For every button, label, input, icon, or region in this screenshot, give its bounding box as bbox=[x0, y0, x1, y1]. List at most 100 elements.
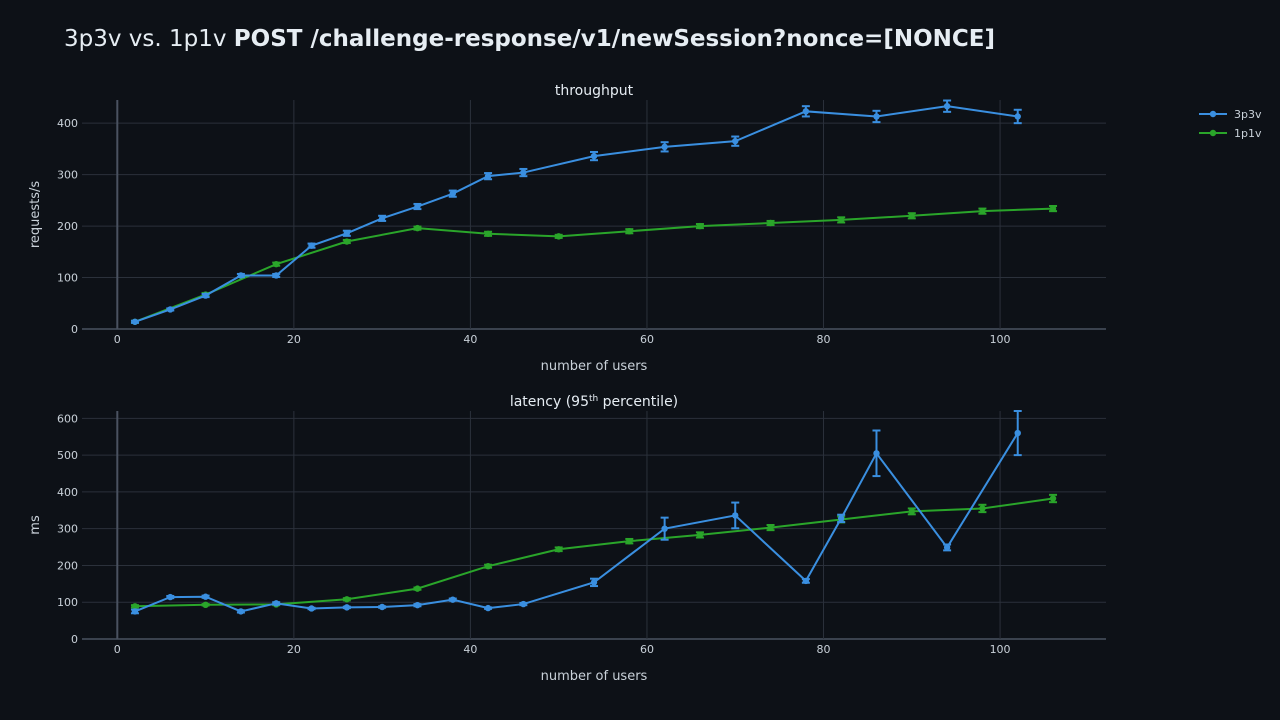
legend-label: 1p1v bbox=[1234, 127, 1262, 140]
data-point bbox=[908, 508, 915, 515]
data-point bbox=[732, 512, 739, 519]
series-1p1v bbox=[130, 493, 1058, 610]
legend-swatch-marker bbox=[1209, 110, 1217, 118]
data-point bbox=[202, 292, 209, 299]
y-tick-label: 100 bbox=[57, 272, 78, 285]
y-tick-label: 300 bbox=[57, 169, 78, 182]
data-point bbox=[414, 203, 421, 210]
y-axis-title: requests/s bbox=[28, 181, 43, 249]
data-point bbox=[484, 604, 492, 612]
data-point bbox=[484, 172, 492, 180]
data-point bbox=[520, 169, 527, 176]
series-3p3v bbox=[130, 410, 1022, 615]
data-point bbox=[167, 306, 174, 313]
series-3p3v bbox=[130, 99, 1022, 325]
x-tick-label: 40 bbox=[463, 333, 477, 346]
data-point bbox=[202, 593, 209, 600]
data-point bbox=[308, 605, 315, 612]
legend-item-1p1v: 1p1v bbox=[1199, 127, 1262, 140]
data-point bbox=[414, 224, 421, 232]
y-tick-label: 0 bbox=[71, 323, 78, 336]
x-tick-label: 0 bbox=[114, 333, 121, 346]
x-axis-title: number of users bbox=[541, 669, 648, 684]
x-axis-title: number of users bbox=[541, 359, 648, 374]
data-point bbox=[555, 546, 562, 553]
data-point bbox=[590, 152, 598, 160]
x-tick-label: 100 bbox=[990, 643, 1011, 656]
y-tick-label: 300 bbox=[57, 523, 78, 536]
data-point bbox=[837, 515, 845, 522]
series-line-1p1v bbox=[134, 207, 1054, 323]
x-tick-label: 0 bbox=[114, 643, 121, 656]
y-tick-label: 600 bbox=[57, 412, 78, 425]
data-point bbox=[414, 601, 421, 609]
data-point bbox=[802, 108, 810, 115]
title-prefix: 3p3v vs. 1p1v bbox=[64, 26, 227, 52]
data-point bbox=[555, 233, 562, 240]
x-tick-label: 20 bbox=[287, 643, 301, 656]
data-point bbox=[202, 601, 209, 608]
legend-swatch-marker bbox=[1209, 129, 1217, 137]
panel-title: throughput bbox=[555, 83, 634, 99]
data-point bbox=[1049, 205, 1057, 212]
y-tick-label: 400 bbox=[57, 486, 78, 499]
data-point bbox=[520, 600, 527, 608]
legend-label: 3p3v bbox=[1234, 108, 1262, 121]
data-point bbox=[343, 604, 351, 611]
x-tick-label: 20 bbox=[287, 333, 301, 346]
y-tick-label: 0 bbox=[71, 633, 78, 646]
data-point bbox=[661, 143, 668, 151]
data-point bbox=[167, 593, 174, 601]
y-tick-label: 500 bbox=[57, 449, 78, 462]
legend-item-3p3v: 3p3v bbox=[1199, 108, 1262, 121]
data-point bbox=[484, 562, 492, 570]
series-1p1v bbox=[130, 205, 1058, 325]
data-point bbox=[837, 216, 845, 224]
data-point bbox=[696, 222, 704, 230]
panel-2: 0 100 200 300 400 500 600 0 20 40 60 80 100 latency (… bbox=[28, 394, 1106, 684]
x-tick-label: 80 bbox=[817, 643, 831, 656]
data-point bbox=[943, 102, 951, 110]
series-line-1p1v bbox=[134, 497, 1054, 608]
data-point bbox=[449, 190, 456, 197]
data-point bbox=[696, 531, 704, 539]
x-tick-label: 40 bbox=[463, 643, 477, 656]
data-point bbox=[979, 207, 986, 215]
data-point bbox=[237, 272, 245, 279]
data-point bbox=[661, 525, 668, 532]
data-point bbox=[343, 238, 351, 245]
data-point bbox=[343, 230, 351, 237]
y-tick-label: 100 bbox=[57, 596, 78, 609]
data-point bbox=[873, 113, 880, 120]
data-point bbox=[1014, 429, 1021, 437]
data-point bbox=[378, 603, 386, 611]
data-point bbox=[343, 596, 351, 603]
data-point bbox=[802, 577, 810, 585]
data-point bbox=[414, 585, 421, 592]
data-point bbox=[378, 215, 386, 222]
title-endpoint: POST /challenge-response/v1/newSession?n… bbox=[233, 26, 995, 52]
y-tick-label: 200 bbox=[57, 559, 78, 572]
y-axis-title: ms bbox=[28, 515, 43, 535]
x-tick-label: 60 bbox=[640, 643, 654, 656]
data-point bbox=[626, 537, 633, 545]
data-point bbox=[979, 505, 986, 512]
data-point bbox=[131, 603, 139, 610]
panel-title-superscript: th bbox=[589, 394, 598, 404]
series-line-3p3v bbox=[134, 105, 1018, 323]
page-title: 3p3v vs. 1p1v POST /challenge-response/v… bbox=[64, 26, 995, 52]
data-point bbox=[273, 600, 280, 607]
y-tick-label: 400 bbox=[57, 117, 78, 130]
panel-title-suffix: percentile) bbox=[598, 394, 678, 410]
data-point bbox=[131, 608, 139, 615]
data-point bbox=[626, 228, 633, 235]
data-point bbox=[449, 596, 456, 603]
x-tick-label: 60 bbox=[640, 333, 654, 346]
y-tick-label: 200 bbox=[57, 220, 78, 233]
data-point bbox=[590, 579, 598, 586]
data-point bbox=[943, 544, 951, 551]
data-point bbox=[1049, 495, 1057, 502]
data-point bbox=[273, 260, 280, 268]
data-point bbox=[237, 608, 245, 615]
